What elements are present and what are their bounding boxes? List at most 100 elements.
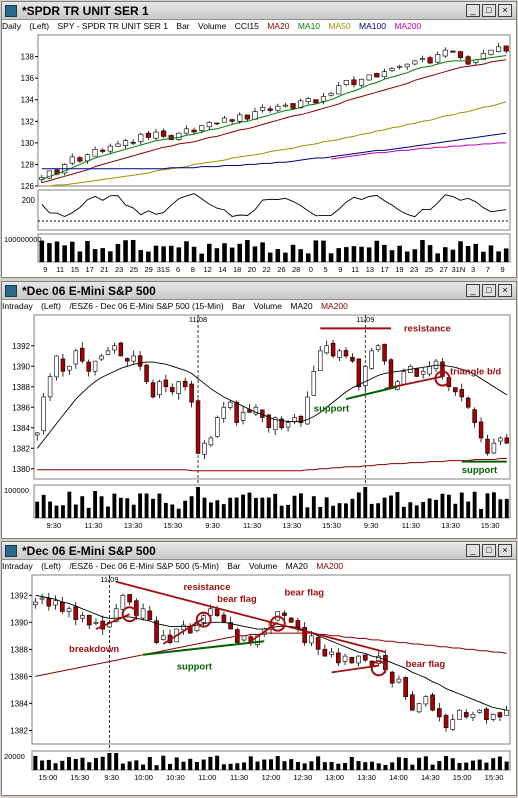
volume-bar — [268, 759, 274, 770]
volume-bar — [343, 763, 348, 770]
x-tick-label: 11:30 — [84, 521, 102, 530]
y-tick-label: 1390 — [12, 362, 30, 371]
volume-bar — [207, 243, 212, 262]
close-button[interactable]: × — [498, 544, 512, 557]
es5-window-titlebar[interactable]: *Dec 06 E-Mini S&P 500 _ □ × — [2, 542, 516, 560]
volume-bar — [435, 253, 440, 262]
volume-bar — [443, 247, 448, 262]
candle-body — [144, 364, 149, 382]
volume-bar — [466, 501, 471, 518]
candle-body — [252, 111, 258, 120]
volume-bar — [54, 241, 60, 262]
minimize-button[interactable]: _ — [466, 544, 480, 557]
cci-panel — [37, 189, 511, 231]
x-tick-label: 10:30 — [166, 773, 185, 782]
candle-body — [41, 396, 46, 432]
volume-bar — [389, 495, 393, 518]
maximize-button[interactable]: □ — [482, 284, 496, 297]
x-tick-label: 31N — [451, 265, 465, 274]
minimize-button[interactable]: _ — [466, 4, 480, 17]
candle-body — [69, 156, 75, 164]
candle-body — [491, 442, 497, 454]
volume-bar — [33, 755, 38, 770]
x-tick-label: 15:30 — [485, 773, 504, 782]
volume-bar — [290, 244, 296, 262]
volume-bar — [253, 497, 258, 518]
chart-legend-bar: Intraday (Left) /ESZ6 - Dec 06 E-Mini S&… — [2, 561, 516, 573]
candle-body — [376, 655, 382, 664]
candle-body — [305, 98, 311, 102]
x-tick-label: 11 — [56, 265, 64, 274]
chart-legend-bar: Daily (Left) SPY - SPDR TR UNIT SER 1 Ba… — [2, 21, 516, 33]
candle-body — [477, 709, 483, 713]
volume-bar — [191, 246, 197, 262]
close-button[interactable]: × — [498, 284, 512, 297]
bear-flag-line — [250, 621, 279, 642]
candle-body — [401, 371, 407, 385]
candle-body — [130, 141, 136, 144]
window-title: *Dec 06 E-Mini S&P 500 — [22, 544, 156, 558]
close-button[interactable]: × — [498, 4, 512, 17]
candle-body — [311, 371, 317, 396]
candle-body — [53, 600, 58, 606]
candle-body — [457, 709, 462, 720]
candle-body — [229, 119, 235, 122]
candle-body — [453, 387, 458, 393]
volume-bar — [504, 761, 509, 770]
volume-bar — [473, 243, 479, 262]
volume-bar — [138, 493, 143, 518]
ma20-label: MA20 — [290, 301, 313, 311]
es-15min-window: *Dec 06 E-Mini S&P 500 _ □ × Intraday (L… — [1, 281, 517, 539]
maximize-button[interactable]: □ — [482, 4, 496, 17]
candle-body — [423, 696, 429, 705]
spy-window-titlebar[interactable]: *SPDR TR UNIT SER 1 _ □ × — [2, 2, 516, 20]
chart-window-icon — [5, 285, 17, 297]
candle-body — [214, 608, 220, 616]
support-label: support — [462, 465, 498, 476]
volume-bar — [61, 505, 65, 518]
x-tick-label: 0 — [309, 265, 313, 274]
volume-bar — [328, 253, 334, 262]
candle-body — [504, 437, 510, 444]
ma20-line — [41, 59, 507, 184]
volume-bar — [396, 757, 401, 770]
minimize-button[interactable]: _ — [466, 284, 480, 297]
x-tick-label: 11:30 — [402, 521, 420, 530]
candle-body — [457, 51, 464, 58]
interval-label: Daily — [2, 21, 21, 31]
candle-body — [125, 358, 130, 362]
volume-bar — [176, 247, 182, 262]
volume-bar — [470, 760, 475, 770]
volume-bar — [125, 498, 130, 518]
x-tick-label: 15 — [71, 265, 79, 274]
volume-bar — [504, 498, 509, 518]
candle-body — [404, 63, 410, 68]
maximize-button[interactable]: □ — [482, 544, 496, 557]
volume-bar — [289, 759, 294, 770]
volume-bar — [481, 251, 486, 262]
candle-body — [490, 713, 496, 720]
volume-bar — [115, 243, 121, 262]
volume-bar — [106, 506, 110, 518]
volume-bar — [228, 497, 233, 518]
chart-window-icon — [5, 545, 17, 557]
volume-bar — [488, 245, 494, 262]
x-tick-label: 11:30 — [230, 773, 248, 782]
resistance-trendline — [115, 580, 386, 653]
volume-bar — [201, 759, 206, 770]
candle-body — [318, 350, 323, 372]
volume-bar — [311, 496, 316, 518]
volume-bar — [130, 239, 136, 262]
candle-body — [282, 104, 289, 107]
x-tick-label: 11 — [351, 265, 359, 274]
candle-body — [324, 345, 329, 354]
ma200-label: MA200 — [320, 301, 348, 311]
plot-area — [31, 574, 511, 745]
candle-body — [478, 421, 484, 439]
candle-body — [396, 678, 402, 683]
volume-axis-label: 20000 — [4, 752, 25, 761]
volume-bar — [305, 507, 310, 518]
candle-body — [343, 79, 349, 86]
es15-window-titlebar[interactable]: *Dec 06 E-Mini S&P 500 _ □ × — [2, 282, 516, 300]
